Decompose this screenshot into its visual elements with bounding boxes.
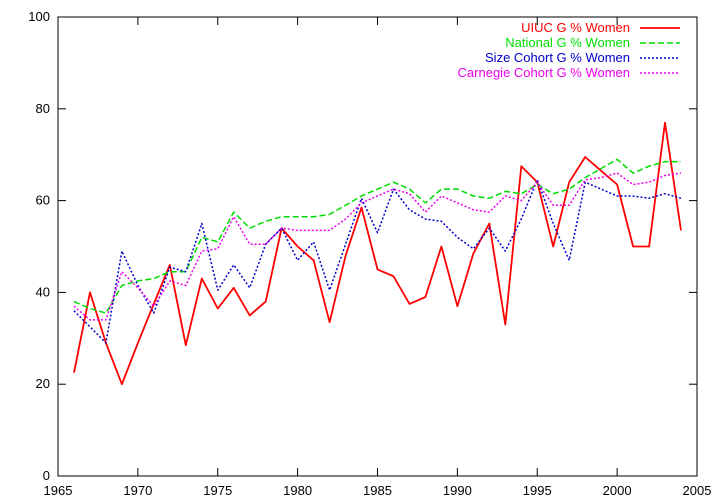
y-axis: 0 20 40 60 80 100 — [28, 9, 697, 483]
x-tick-label: 1970 — [123, 483, 152, 498]
series-line-1 — [73, 121, 682, 386]
y-tick-label: 0 — [43, 468, 50, 483]
x-axis: 1965 1970 1975 1980 1985 1990 1995 2000 2005 — [44, 17, 712, 498]
series-lines — [73, 121, 682, 386]
y-tick-label: 60 — [36, 193, 50, 208]
y-tick-label: 100 — [28, 9, 50, 24]
x-tick-label: 1975 — [203, 483, 232, 498]
series-line-3 — [73, 179, 682, 344]
legend-label: National G % Women — [505, 35, 630, 50]
x-tick-label: 1965 — [44, 483, 73, 498]
y-tick-label: 40 — [36, 284, 50, 299]
x-tick-label: 2005 — [683, 483, 712, 498]
x-tick-label: 1995 — [523, 483, 552, 498]
x-tick-label: 2000 — [603, 483, 632, 498]
x-tick-label: 1985 — [363, 483, 392, 498]
x-tick-label: 1980 — [283, 483, 312, 498]
plot-frame — [57, 16, 698, 477]
legend-label: Size Cohort G % Women — [485, 50, 630, 65]
x-tick-label: 1990 — [443, 483, 472, 498]
plot-area-border — [57, 16, 698, 477]
series-line-4 — [73, 172, 682, 321]
legend-label: UIUC G % Women — [521, 20, 630, 35]
y-tick-label: 20 — [36, 376, 50, 391]
legend-label: Carnegie Cohort G % Women — [458, 65, 630, 80]
y-tick-label: 80 — [36, 101, 50, 116]
series-line-2 — [73, 158, 681, 314]
